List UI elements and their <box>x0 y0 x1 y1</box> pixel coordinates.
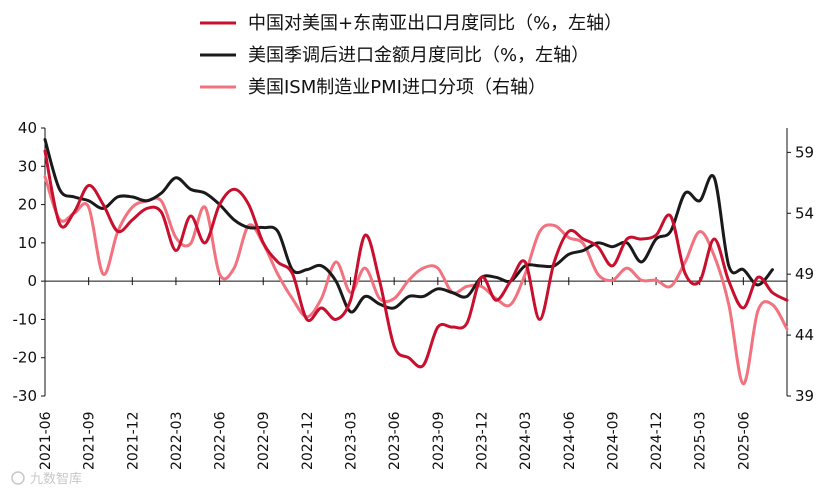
x-tick-label: 2022-03 <box>169 412 185 471</box>
series-line-2 <box>43 137 774 314</box>
y-left-tick-label: -10 <box>13 310 38 328</box>
y-left-tick-label: 30 <box>18 157 37 175</box>
series-line-3 <box>43 175 789 386</box>
legend-label-2: 美国季调后进口金额月度同比（%，左轴） <box>248 45 589 66</box>
legend-label-3: 美国ISM制造业PMI进口分项（右轴） <box>248 77 546 98</box>
x-tick-label: 2024-12 <box>649 412 665 471</box>
x-tick-label: 2021-12 <box>125 412 141 471</box>
legend-label-1: 中国对美国+东南亚出口月度同比（%，左轴） <box>248 13 622 34</box>
x-tick-label: 2023-06 <box>387 411 403 470</box>
x-tick-label: 2021-06 <box>38 411 54 470</box>
x-tick-label: 2022-09 <box>256 412 272 471</box>
axes: -30 -20 -10 0 10 20 30 40 39 44 49 54 59 2021-06 2021-… <box>13 119 815 470</box>
y-right-tick-label: 59 <box>795 143 814 161</box>
x-tick-label: 2023-09 <box>431 412 447 471</box>
x-tick-label: 2022-06 <box>213 411 229 470</box>
x-tick-label: 2025-06 <box>736 411 752 470</box>
x-tick-label: 2022-12 <box>300 412 316 471</box>
y-left-tick-label: 0 <box>27 272 37 290</box>
y-left-tick-label: 40 <box>18 119 37 137</box>
x-tick-label: 2024-06 <box>562 411 578 470</box>
series-line-1 <box>43 149 789 369</box>
legend: 中国对美国+东南亚出口月度同比（%，左轴） 美国季调后进口金额月度同比（%，左轴… <box>200 13 622 98</box>
y-left-tick-label: -20 <box>13 349 38 367</box>
y-left-tick-label: 20 <box>18 196 37 214</box>
y-left-tick-label: 10 <box>18 234 37 252</box>
watermark-text: 九数智库 <box>30 471 82 487</box>
x-tick-label: 2021-09 <box>82 412 98 471</box>
x-tick-label: 2023-12 <box>474 412 490 471</box>
x-tick-label: 2024-03 <box>518 412 534 471</box>
watermark: 九数智库 <box>11 471 82 487</box>
series-layer <box>43 137 789 386</box>
y-right-tick-label: 44 <box>795 326 814 344</box>
y-right-tick-label: 49 <box>795 265 814 283</box>
x-tick-label: 2024-09 <box>605 412 621 471</box>
y-right-tick-label: 54 <box>795 204 814 222</box>
y-left-tick-label: -30 <box>13 387 38 405</box>
watermark-icon <box>11 471 25 485</box>
x-tick-label: 2025-03 <box>693 412 709 471</box>
y-right-tick-label: 39 <box>795 387 814 405</box>
x-tick-label: 2023-03 <box>344 412 360 471</box>
